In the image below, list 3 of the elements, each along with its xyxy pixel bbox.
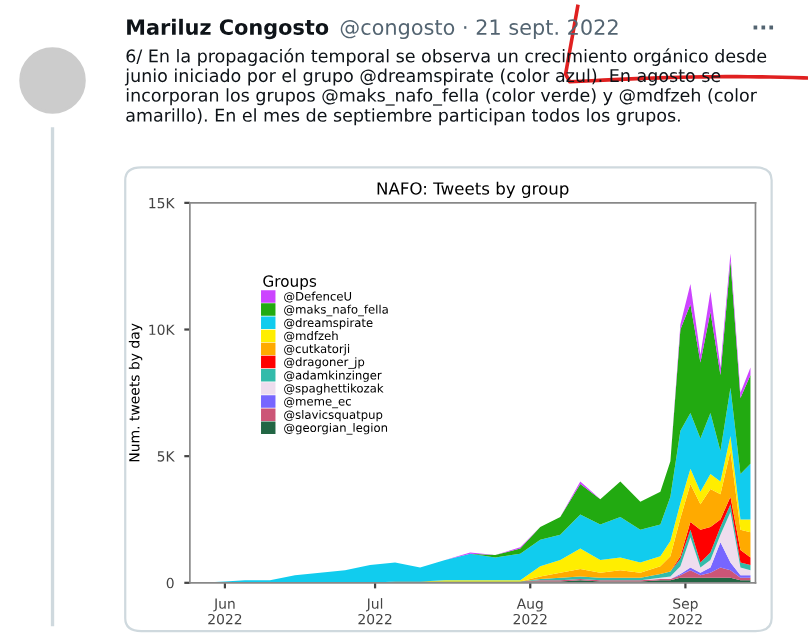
chart-title: NAFO: Tweets by group — [377, 181, 569, 198]
text: Mariluz Congosto — [127, 18, 329, 40]
text: ··· — [753, 25, 774, 30]
